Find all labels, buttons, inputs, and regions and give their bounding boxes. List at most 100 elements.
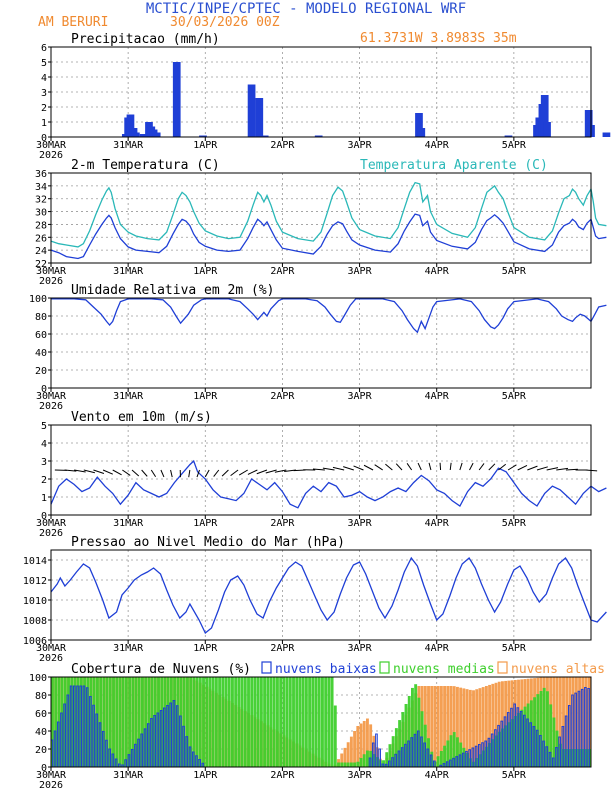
- wind-arrow: [312, 468, 325, 471]
- y-tick-label: 1014: [23, 556, 47, 567]
- nuvens-medias-bar: [259, 677, 263, 767]
- nuvens-altas-bar: [349, 736, 353, 767]
- x-year-label: 2026: [39, 653, 63, 664]
- nuvens-medias-bar: [304, 677, 308, 767]
- nuvens-medias-bar: [285, 677, 289, 767]
- panel-frame: [50, 549, 592, 641]
- y-tick-label: 24: [35, 246, 47, 257]
- x-tick-label: 2APR: [270, 140, 295, 151]
- y-tick-label: 40: [35, 727, 47, 738]
- nuvens-medias-bar: [414, 684, 418, 767]
- wind-arrow: [131, 469, 140, 477]
- precipitacao-bar: [504, 135, 513, 137]
- vento-line: [50, 459, 607, 509]
- nuvens-medias-bar: [237, 677, 241, 767]
- wind-arrow: [265, 469, 277, 474]
- nuvens-medias-bar: [324, 677, 328, 767]
- wind-arrow: [196, 469, 200, 478]
- precipitacao-bar: [540, 95, 549, 137]
- wind-arrow: [230, 469, 239, 477]
- nuvens-medias-bar: [272, 677, 276, 767]
- y-tick-label: 80: [35, 312, 47, 323]
- nuvens-medias-bar: [292, 677, 295, 767]
- x-tick-label: 1APR: [193, 266, 218, 277]
- series-group: [50, 556, 607, 635]
- series-group: [50, 677, 591, 768]
- x-tick-label: 1APR: [193, 770, 218, 781]
- nuvens-altas-bar: [465, 689, 469, 767]
- nuvens-medias-bar: [321, 677, 324, 767]
- x-tick-label: 3APR: [348, 770, 373, 781]
- x-tick-label: 3APR: [348, 266, 373, 277]
- legend-entry: Temperatura Aparente (C): [360, 158, 548, 173]
- y-tick-label: 2: [41, 475, 47, 486]
- nuvens-medias-bar: [266, 677, 270, 767]
- legend-swatch: [379, 661, 390, 674]
- nuvens-medias-bar: [407, 695, 411, 767]
- nuvens-altas-bar: [488, 684, 492, 767]
- precipitacao-bar: [247, 84, 256, 137]
- nuvens-medias-bar: [349, 762, 353, 767]
- nuvens-medias-bar: [54, 677, 58, 767]
- nuvens-medias-bar: [391, 736, 395, 767]
- precipitacao-bar: [417, 128, 426, 137]
- nuvens-medias-bar: [282, 677, 286, 767]
- nuvens-medias-bar: [202, 677, 205, 767]
- precipitacao-bar: [314, 135, 323, 137]
- x-tick-label: 31MAR: [113, 140, 144, 151]
- nuvens-altas-bar: [359, 723, 363, 767]
- wind-arrow: [332, 466, 345, 471]
- y-tick-label: 1012: [23, 576, 47, 587]
- legend-swatch: [497, 661, 508, 674]
- x-tick-label: 1APR: [193, 140, 218, 151]
- nuvens-medias-bar: [205, 677, 209, 767]
- y-tick-label: 36: [35, 169, 47, 180]
- nuvens-altas-bar: [439, 686, 443, 767]
- y-tick-label: 2: [41, 103, 47, 114]
- nuvens-medias-bar: [131, 677, 135, 767]
- nuvens-altas-bar: [346, 742, 350, 767]
- wind-arrow: [449, 462, 452, 471]
- x-tick-label: 3APR: [348, 643, 373, 654]
- wind-arrow: [247, 469, 258, 475]
- nuvens-altas-bar: [481, 687, 485, 767]
- wind-arrow: [221, 469, 229, 477]
- nuvens-medias-bar: [253, 677, 257, 767]
- nuvens-medias-bar: [105, 677, 109, 767]
- x-tick-label: 31MAR: [113, 266, 144, 277]
- panel-title: Pressao ao Nivel Medio do Mar (hPa): [71, 535, 345, 550]
- wind-arrow: [565, 468, 578, 471]
- nuvens-altas-bar: [555, 677, 559, 767]
- x-tick-label: 30MAR: [36, 391, 67, 402]
- nuvens-medias-bar: [221, 677, 225, 767]
- x-year-label: 2026: [39, 528, 63, 539]
- wind-arrow: [204, 469, 210, 478]
- nuvens-medias-bar: [102, 677, 106, 767]
- panel-6: 0 20 40 60 80 100 Cobertura de Nuvens (%) nuven…: [29, 661, 605, 791]
- y-tick-label: 34: [35, 182, 47, 193]
- x-tick-label: 4APR: [425, 770, 450, 781]
- nuvens-medias-bar: [359, 758, 363, 767]
- nuvens-medias-bar: [394, 728, 398, 767]
- y-tick-label: 6: [41, 43, 47, 54]
- 2-m-temperatura-line: [50, 213, 607, 260]
- nuvens-medias-bar: [276, 677, 279, 767]
- nuvens-medias-bar: [333, 705, 337, 767]
- nuvens-altas-bar: [356, 726, 360, 767]
- nuvens-medias-bar: [141, 677, 144, 767]
- nuvens-medias-bar: [112, 677, 115, 767]
- nuvens-medias-bar: [327, 677, 331, 767]
- precipitacao-bar: [126, 114, 135, 137]
- nuvens-medias-bar: [51, 677, 54, 767]
- nuvens-medias-bar: [256, 677, 260, 767]
- wind-arrow: [527, 465, 538, 471]
- nuvens-medias-bar: [147, 677, 151, 767]
- wind-arrow: [64, 469, 77, 472]
- wind-arrow: [488, 463, 496, 471]
- series-group: [51, 298, 607, 334]
- wind-arrow: [395, 463, 403, 471]
- precipitacao-bar: [139, 134, 148, 137]
- y-tick-label: 100: [29, 673, 47, 684]
- coordinates-label: 61.3731W 3.8983S 35m: [360, 31, 517, 46]
- x-tick-label: 30MAR: [36, 518, 67, 529]
